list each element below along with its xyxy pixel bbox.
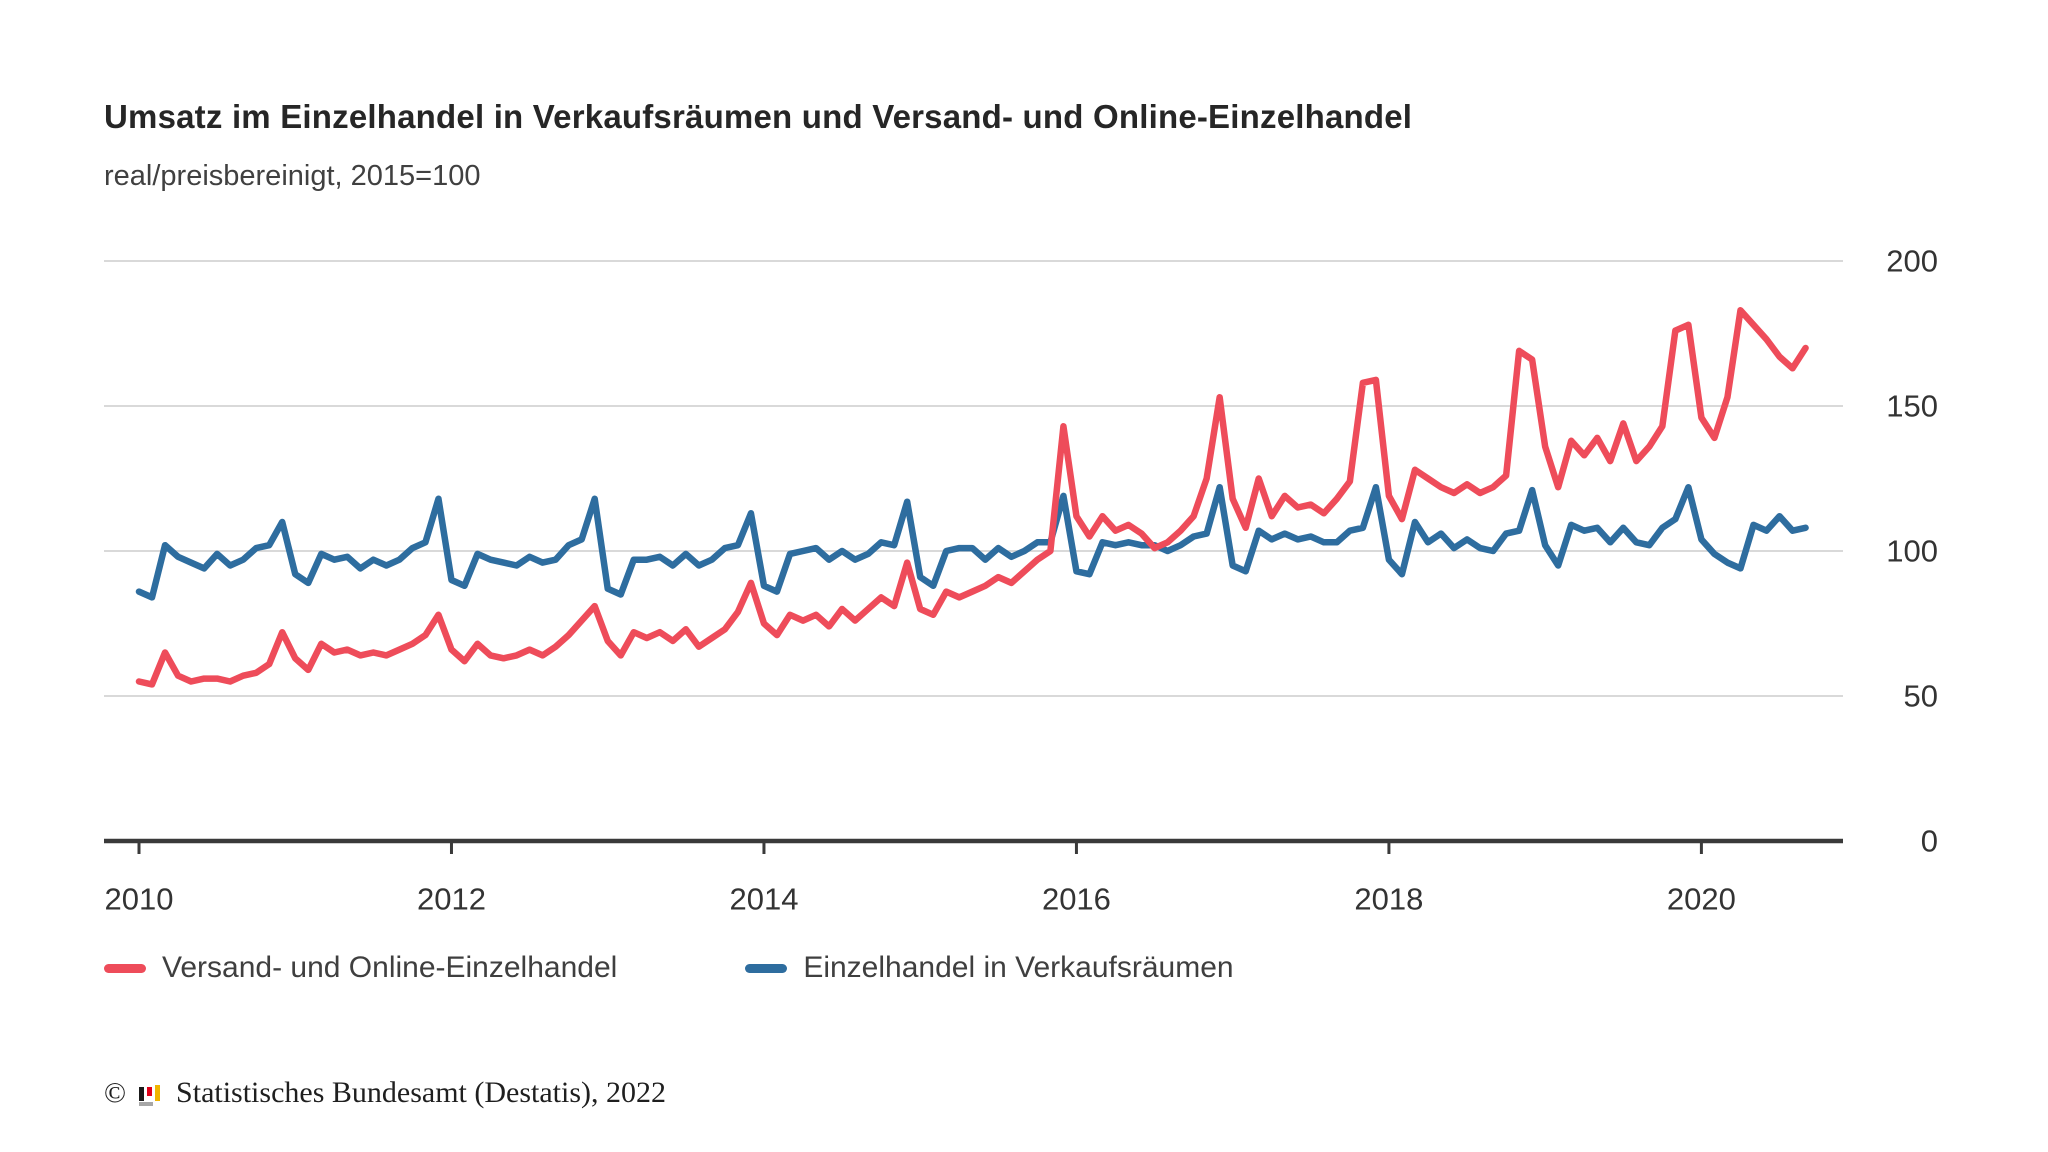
- series-line-online: [135, 307, 1809, 688]
- y-tick-label-0: 0: [1921, 824, 1938, 859]
- legend-label-store: Einzelhandel in Verkaufsräumen: [803, 951, 1234, 984]
- legend-swatch-online-icon: [104, 963, 146, 973]
- legend-item-store[interactable]: Einzelhandel in Verkaufsräumen: [745, 951, 1234, 985]
- x-axis: [104, 838, 1843, 854]
- legend-item-online[interactable]: Versand- und Online-Einzelhandel: [104, 951, 617, 985]
- line-versand-online-einzelhandel: [135, 307, 1809, 688]
- x-tick-label-2018: 2018: [1354, 882, 1423, 917]
- y-tick-label-100: 100: [1886, 534, 1938, 569]
- source-footer: © Statistisches Bundesamt (Destatis), 20…: [104, 1076, 666, 1110]
- copyright-symbol: ©: [104, 1076, 127, 1109]
- source-text: Statistisches Bundesamt (Destatis), 2022: [176, 1076, 666, 1109]
- x-tick-label-2016: 2016: [1042, 882, 1111, 917]
- x-axis-labels: 2010 2012 2014 2016 2018 2020: [105, 882, 1736, 917]
- line-einzelhandel-verkaufsraeume: [135, 483, 1809, 601]
- y-tick-label-150: 150: [1886, 389, 1938, 424]
- y-gridlines: [104, 260, 1843, 697]
- series-line-store: [135, 483, 1809, 601]
- y-tick-label-200: 200: [1886, 244, 1938, 279]
- x-tick-label-2010: 2010: [105, 882, 174, 917]
- page-subtitle: real/preisbereinigt, 2015=100: [104, 160, 481, 192]
- page-title: Umsatz im Einzelhandel in Verkaufsräumen…: [104, 98, 1413, 135]
- x-tick-label-2012: 2012: [417, 882, 486, 917]
- x-tick-label-2020: 2020: [1667, 882, 1736, 917]
- legend-label-online: Versand- und Online-Einzelhandel: [162, 951, 618, 984]
- legend-swatch-store-icon: [745, 963, 788, 973]
- x-tick-label-2014: 2014: [729, 882, 798, 917]
- y-axis-labels: 0 50 100 150 200: [1886, 244, 1938, 859]
- y-tick-label-50: 50: [1904, 679, 1938, 714]
- destatis-logo-icon: [138, 1080, 164, 1106]
- chart-legend: Versand- und Online-Einzelhandel Einzelh…: [104, 948, 1904, 988]
